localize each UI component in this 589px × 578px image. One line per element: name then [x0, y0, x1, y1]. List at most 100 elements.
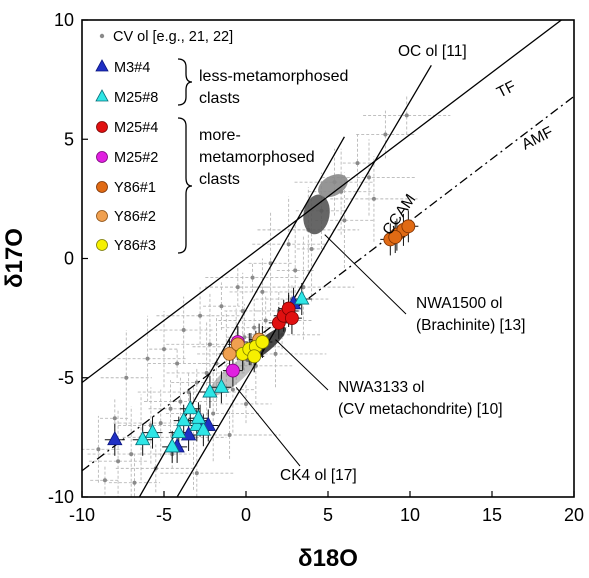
legend-marker [95, 89, 109, 102]
cv-ol-point [230, 387, 235, 392]
annotation-line: TF [494, 78, 519, 102]
triangle-point [294, 290, 310, 305]
x-axis-label: δ18O [298, 545, 358, 572]
legend-bracket-more [177, 117, 193, 254]
x-tick-label: -5 [156, 505, 172, 525]
triangle-point [135, 430, 151, 446]
legend-marker [96, 181, 108, 193]
cv-ol-point [158, 421, 163, 426]
annotation-line: metamorphosed [199, 149, 315, 166]
reference-line [176, 64, 432, 497]
cv-ol-point [273, 351, 278, 356]
triangle-point [164, 438, 180, 453]
cv-ol-point [219, 304, 224, 309]
circle-point [247, 349, 262, 364]
annotation-line: NWA3133 ol [338, 379, 424, 396]
circle-point [255, 335, 270, 349]
cv-ol-point [175, 361, 180, 366]
region-ellipse [318, 174, 348, 198]
annotation-line: clasts [199, 90, 240, 107]
y-tick-label: -10 [48, 487, 74, 507]
legend-marker [96, 151, 108, 163]
triangle-point [195, 421, 212, 436]
nwa1500-leader [324, 234, 407, 315]
triangle-point [176, 411, 192, 427]
cv-ol-point [211, 411, 216, 416]
cv-ol-point [194, 380, 199, 385]
cv-ol-point [383, 132, 388, 137]
annotation-line: less-metamorphosed [199, 68, 348, 85]
nwa1500-label: NWA1500 ol (Brachinite) [13] [416, 295, 525, 334]
cv-ol-point [235, 285, 240, 290]
annotation-line: OC ol [11] [398, 43, 467, 60]
y-tick-label: -5 [58, 368, 74, 388]
x-tick-label: 15 [482, 505, 502, 525]
triangle-point [202, 383, 218, 398]
cv-ol-point [286, 242, 291, 247]
annotation-line: clasts [199, 171, 240, 188]
x-tick-label: 20 [564, 505, 584, 525]
cv-ol-point [404, 113, 409, 118]
cv-ol-point [145, 356, 150, 361]
cv-ol-point [96, 447, 101, 452]
legend-series-label: M25#8 [114, 90, 158, 106]
triangle-point [182, 399, 198, 415]
legend-series-label: M3#4 [114, 60, 150, 76]
x-tick-label: 5 [323, 505, 333, 525]
legend-series-label: M25#2 [114, 150, 158, 166]
cv-ol-point [116, 459, 121, 464]
cv-ol-point [252, 325, 257, 330]
annotation-line: CK4 ol [17] [280, 467, 357, 484]
triangle-point [107, 430, 123, 446]
legend-cv-marker [99, 33, 105, 39]
cv-ol-point [162, 347, 166, 352]
region-ellipse [303, 194, 330, 235]
x-tick-label: 0 [241, 505, 251, 525]
y-axis-label-text: δ17O [1, 228, 28, 288]
cv-ol-point [309, 246, 314, 251]
circle-point [285, 311, 299, 326]
y-tick-label: 5 [64, 129, 74, 149]
cv-ol-point [168, 406, 173, 411]
cv-ol-point [204, 370, 209, 375]
cv-ol-point [293, 268, 298, 273]
ck4-leader [235, 386, 301, 467]
annotation-line: (Brachinite) [13] [416, 317, 525, 334]
cv-ol-errorbars [82, 96, 451, 497]
cv-ol-point [260, 289, 265, 294]
cv-ol-point [355, 161, 360, 166]
legend: CV ol [e.g., 21, 22] M3#4 M25#8 M25#4 M25#2 Y… [95, 29, 348, 254]
x-axis-label-delta: δ18O [298, 545, 358, 572]
legend-series-label: Y86#2 [114, 209, 156, 225]
triangle-point [144, 423, 161, 439]
data-points [104, 210, 419, 463]
legend-marker [96, 239, 108, 251]
legend-series-label: M25#4 [114, 120, 158, 136]
ck4-label: CK4 ol [17] [280, 467, 357, 484]
cv-ol-point [244, 401, 248, 406]
legend-series-label: Y86#3 [114, 238, 156, 254]
cv-ol-point [371, 196, 376, 201]
nwa3133-leader [275, 339, 329, 391]
triangle-point [213, 378, 230, 393]
cv-ol-point [129, 452, 134, 457]
cv-ol-point [102, 478, 107, 483]
circle-point [401, 219, 416, 234]
y-axis-label: δ17O [1, 228, 28, 288]
cv-ol-point [250, 275, 255, 280]
cv-ol-point [186, 390, 191, 395]
cv-ol-point [194, 471, 199, 476]
legend-marker [96, 121, 108, 133]
x-tick-label: 10 [400, 505, 420, 525]
legend-cv-label: CV ol [e.g., 21, 22] [113, 29, 233, 45]
legend-marker [95, 59, 109, 72]
cv-ol-point [301, 285, 306, 290]
cv-ol-point [132, 480, 137, 485]
x-tick-label: -10 [69, 505, 95, 525]
annotation-line: more- [199, 127, 241, 144]
legend-group-more: more-metamorphosed clasts [199, 127, 315, 188]
cv-ol-point [124, 375, 129, 380]
annotation-line: (CV metachondrite) [10] [338, 401, 503, 418]
legend-series-label: Y86#1 [114, 180, 156, 196]
